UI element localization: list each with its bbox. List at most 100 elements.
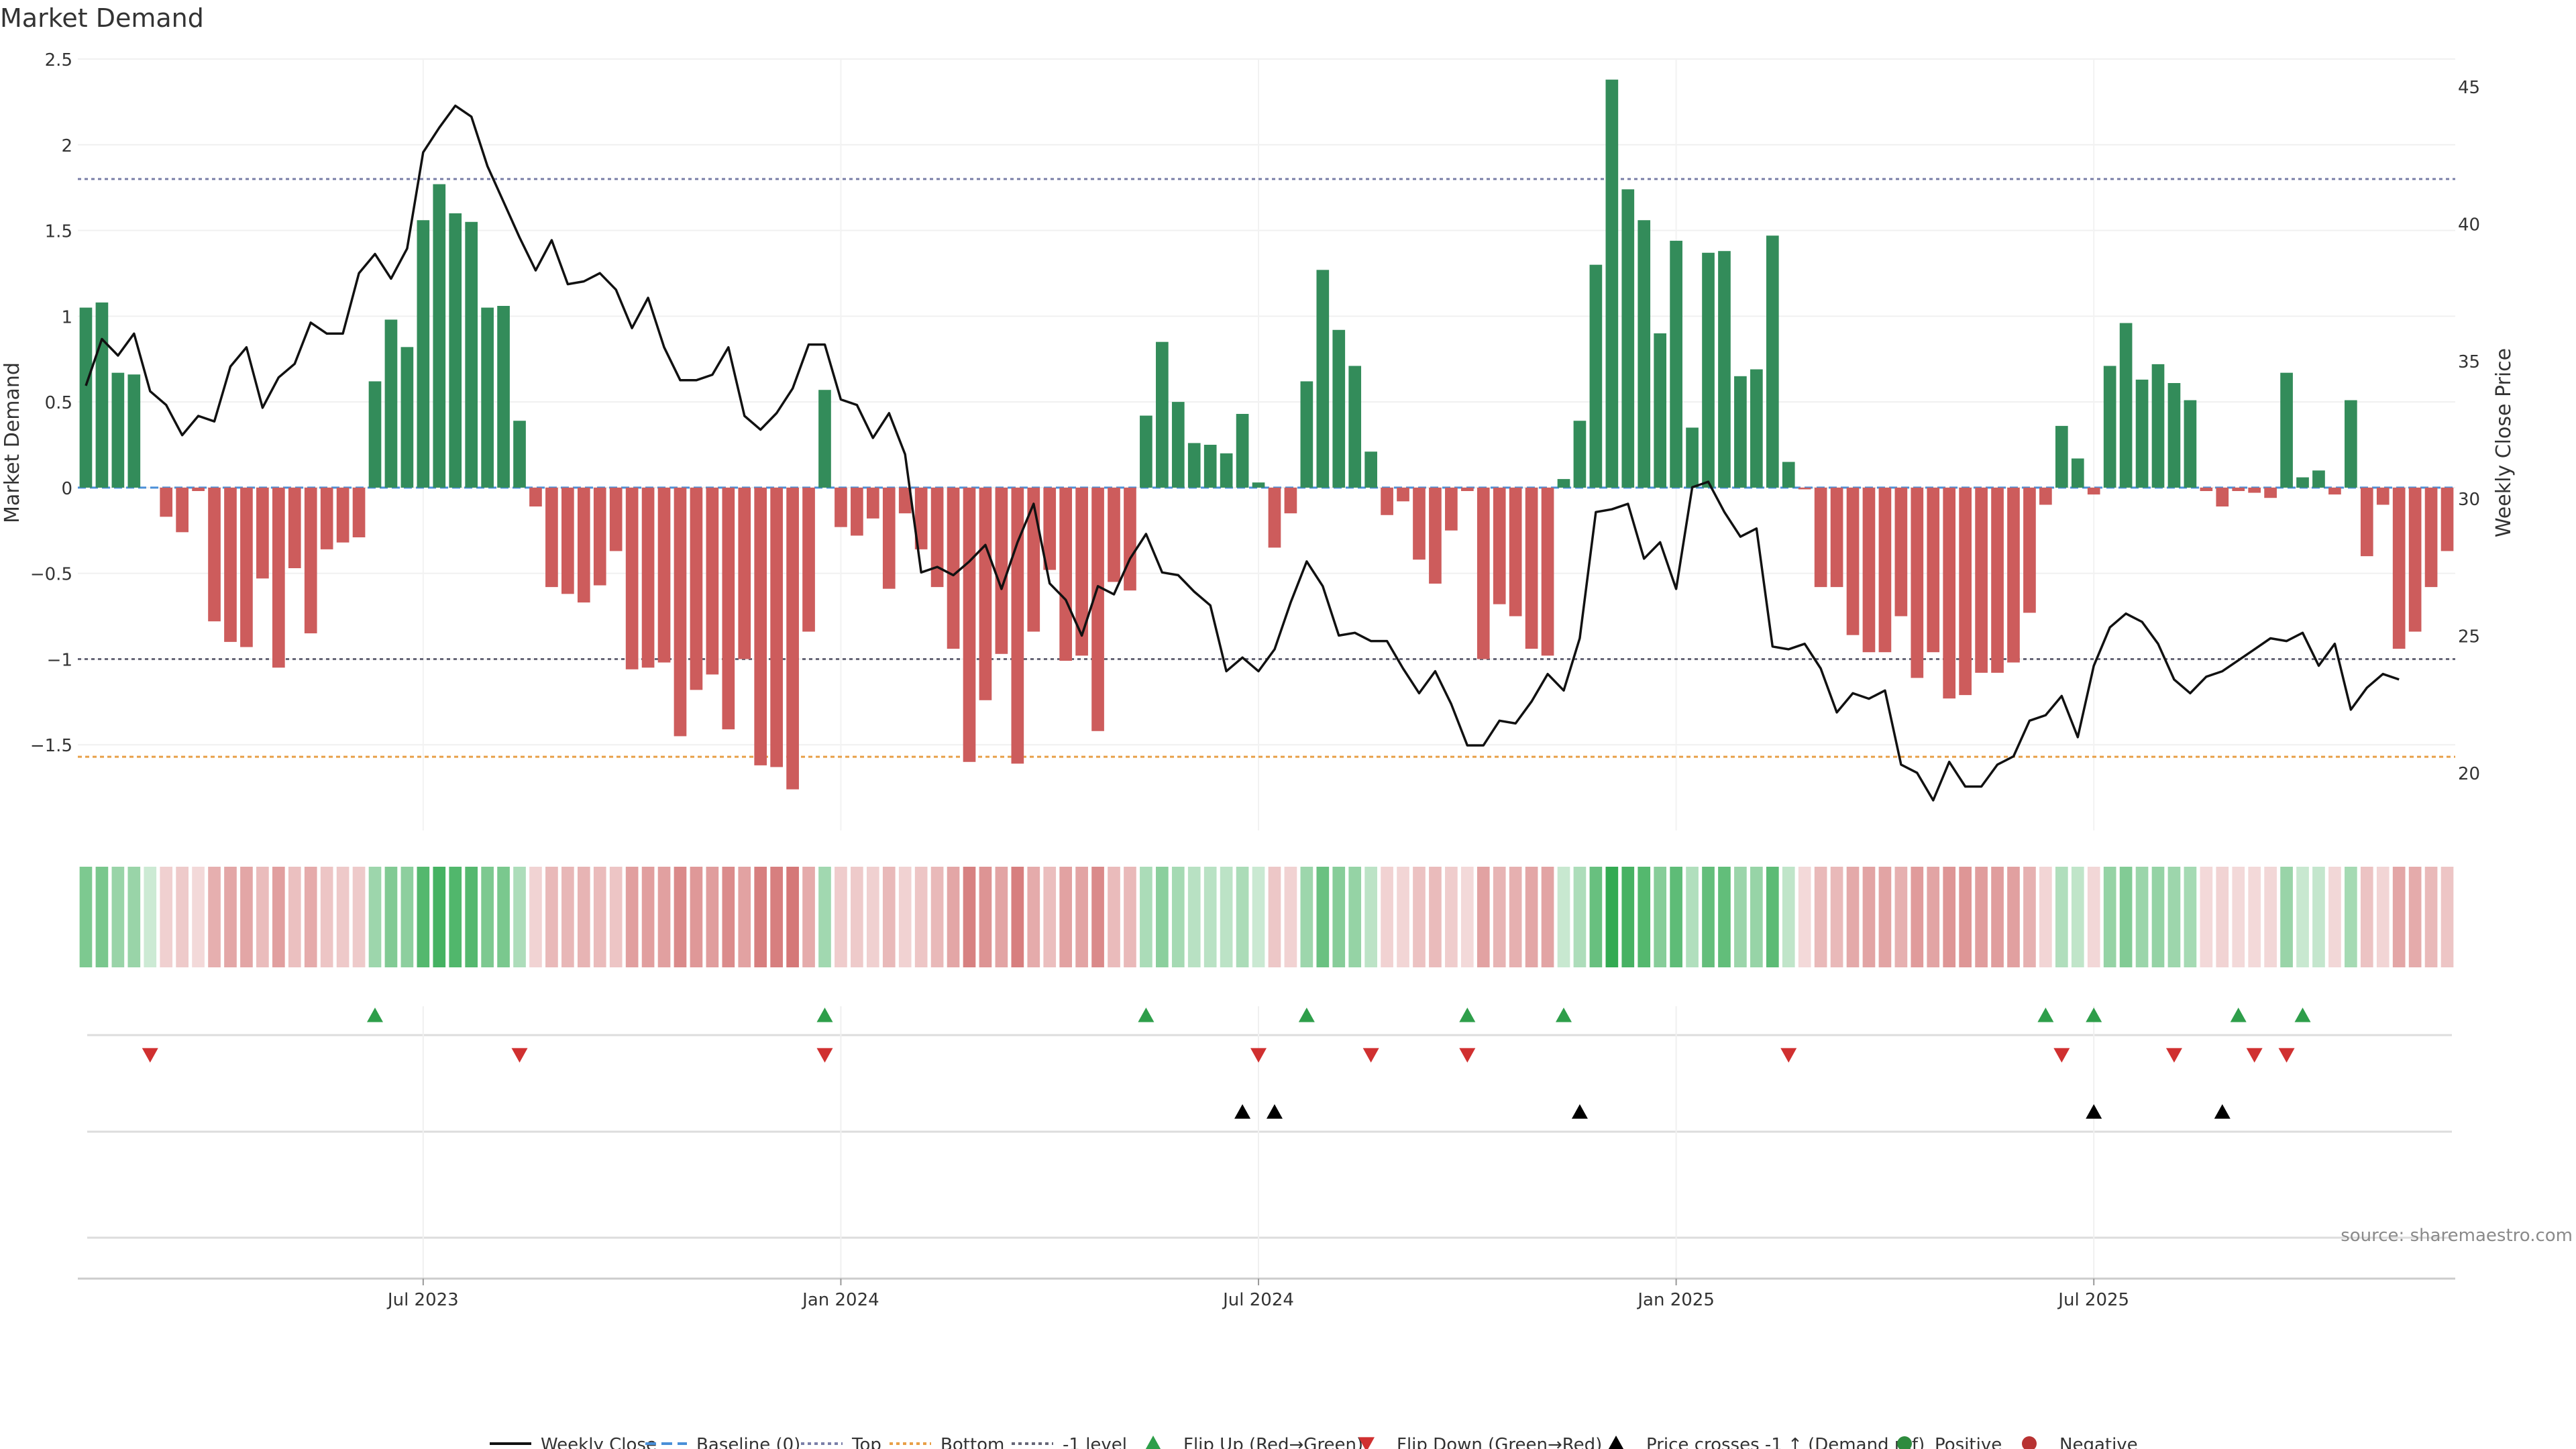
- demand-bar: [722, 487, 735, 730]
- strip-cell: [2248, 867, 2261, 967]
- demand-bars: [79, 79, 2454, 790]
- strip-cell: [2184, 867, 2197, 967]
- y2-tick-label: 40: [2458, 215, 2480, 235]
- demand-bar: [1862, 487, 1876, 653]
- strip-cell: [1316, 867, 1330, 967]
- strip-cell: [1284, 867, 1297, 967]
- demand-bar: [1750, 369, 1763, 488]
- strip-cell: [609, 867, 623, 967]
- strip-cell: [577, 867, 590, 967]
- demand-bar: [802, 487, 815, 632]
- demand-bar: [1493, 487, 1506, 604]
- strip-cell: [384, 867, 398, 967]
- demand-bar: [2424, 487, 2438, 588]
- strip-cell: [882, 867, 896, 967]
- strip-cell: [1798, 867, 1811, 967]
- demand-bar: [1187, 443, 1201, 488]
- demand-bar: [2232, 487, 2245, 491]
- strip-cell: [1991, 867, 2004, 967]
- strip-cell: [947, 867, 960, 967]
- strip-cell: [1654, 867, 1667, 967]
- strip-cell: [368, 867, 382, 967]
- strip-cell: [1203, 867, 1217, 967]
- demand-bar: [208, 487, 221, 622]
- demand-bar: [2151, 364, 2165, 488]
- demand-bar: [947, 487, 960, 649]
- strip-cell: [1734, 867, 1747, 967]
- y-tick-label: 0.5: [45, 393, 72, 413]
- strip-cell: [2392, 867, 2406, 967]
- strip-cell: [1702, 867, 1715, 967]
- strip-cell: [497, 867, 510, 967]
- demand-bar: [690, 487, 703, 690]
- strip-cell: [1878, 867, 1892, 967]
- demand-bar: [609, 487, 623, 551]
- heat-strip: [79, 867, 2454, 967]
- demand-bar: [1638, 220, 1651, 488]
- strip-cell: [1043, 867, 1057, 967]
- strip-cell: [818, 867, 831, 967]
- y-tick-label: 2.5: [45, 50, 72, 70]
- demand-bar: [1718, 251, 1731, 488]
- demand-bar: [1445, 487, 1458, 531]
- strip-cell: [449, 867, 462, 967]
- demand-bar: [1589, 264, 1603, 488]
- strip-cell: [2296, 867, 2309, 967]
- demand-bar: [304, 487, 317, 634]
- demand-bar: [1654, 333, 1667, 488]
- strip-cell: [529, 867, 542, 967]
- demand-bar: [2360, 487, 2373, 557]
- demand-bar: [851, 487, 863, 536]
- demand-bar: [1252, 482, 1265, 488]
- demand-bar: [1381, 487, 1393, 515]
- strip-cell: [2360, 867, 2373, 967]
- strip-cell: [2312, 867, 2325, 967]
- y-tick-label: −1.5: [30, 736, 72, 756]
- strip-cell: [2103, 867, 2116, 967]
- source-note: source: sharemaestro.com: [2341, 1226, 2573, 1246]
- demand-bar: [577, 487, 590, 603]
- strip-cell: [1638, 867, 1651, 967]
- legend-swatch-triangle: [1608, 1436, 1624, 1449]
- demand-bar: [497, 306, 510, 488]
- chart-title: Market Demand: [0, 3, 204, 33]
- demand-bar: [513, 421, 526, 488]
- strip-cell: [1445, 867, 1458, 967]
- demand-bar: [2007, 487, 2020, 663]
- y-axis-label-right: Weekly Close Price: [2492, 348, 2516, 537]
- strip-cell: [1621, 867, 1635, 967]
- demand-bar: [1573, 421, 1587, 488]
- strip-cell: [706, 867, 719, 967]
- strip-cell: [1059, 867, 1073, 967]
- strip-cell: [2071, 867, 2084, 967]
- y2-tick-label: 35: [2458, 352, 2480, 372]
- strip-cell: [1830, 867, 1843, 967]
- demand-bar: [1702, 252, 1715, 488]
- demand-bar: [2440, 487, 2454, 551]
- strip-cell: [657, 867, 671, 967]
- demand-bar: [272, 487, 285, 668]
- strip-cell: [979, 867, 992, 967]
- strip-cell: [1959, 867, 1972, 967]
- strip-cell: [304, 867, 317, 967]
- strip-cell: [240, 867, 253, 967]
- demand-bar: [1509, 487, 1522, 616]
- demand-bar: [1059, 487, 1073, 661]
- strip-cell: [1750, 867, 1763, 967]
- demand-bar: [738, 487, 751, 659]
- demand-bar: [1171, 402, 1185, 488]
- demand-bar: [2200, 487, 2213, 491]
- demand-bar: [2280, 372, 2293, 488]
- strip-cell: [1236, 867, 1249, 967]
- demand-bar: [160, 487, 173, 517]
- demand-bar: [1460, 487, 1474, 491]
- demand-bar: [1943, 487, 1956, 699]
- strip-cell: [2119, 867, 2133, 967]
- y-axis-label-left: Market Demand: [1, 362, 24, 523]
- strip-cell: [1332, 867, 1346, 967]
- strip-cell: [481, 867, 494, 967]
- demand-bar: [1846, 487, 1860, 635]
- strip-cell: [513, 867, 526, 967]
- strip-cell: [2167, 867, 2181, 967]
- demand-bar: [1156, 341, 1169, 488]
